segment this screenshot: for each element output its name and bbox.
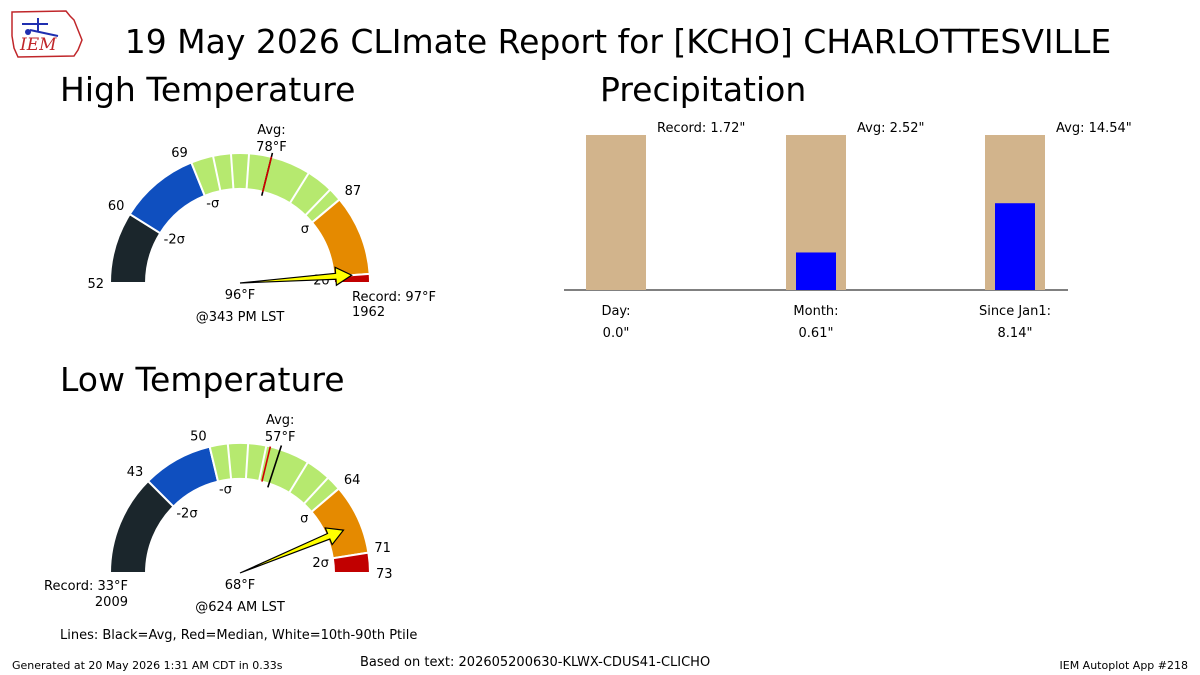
average-value-label: 78°F: [256, 140, 287, 155]
precipitation-title: Precipitation: [600, 70, 807, 109]
sigma-label-1: -σ: [206, 197, 219, 212]
observed-time: @624 AM LST: [195, 600, 285, 615]
observed-arrow: [239, 266, 353, 287]
percentile-line-2: [258, 445, 268, 482]
category-value-2: 8.14": [998, 326, 1033, 341]
category-value-1: 0.61": [799, 326, 834, 341]
legend-note: Lines: Black=Avg, Red=Median, White=10th…: [60, 628, 418, 643]
percentile-line-2: [245, 153, 251, 190]
percentile-line-0: [226, 443, 233, 480]
observed-value: 96°F: [225, 288, 256, 303]
sigma-label-1: -σ: [219, 482, 232, 497]
sigma-label-3: 2σ: [312, 556, 329, 571]
reference-bar-0: [586, 135, 646, 290]
category-label-2: Since Jan1:: [979, 304, 1051, 319]
average-label: Avg:: [257, 123, 285, 138]
record-year: 2009: [95, 595, 128, 610]
iem-logo: IEM: [11, 10, 83, 58]
low-temperature-gauge: Avg: 57°F 43 50 64 71 73 -2σ -σ σ 2σ 68°F @624 AM LS…: [44, 413, 393, 615]
gauge-band-4: [331, 551, 372, 574]
category-label-0: Day:: [601, 304, 630, 319]
percentile-line-4: [304, 188, 332, 217]
tick-label-71: 71: [374, 541, 391, 556]
tick-label-60: 60: [108, 199, 125, 214]
precipitation-bar-chart: Record: 1.72" Day: 0.0" Avg: 2.52" Month: 0.6…: [564, 121, 1132, 341]
sigma-label-2: σ: [301, 222, 309, 237]
median-line: [261, 446, 272, 482]
category-label-1: Month:: [793, 304, 838, 319]
record-year: 1962: [352, 305, 385, 320]
footer-source: Based on text: 202605200630-KLWX-CDUS41-…: [360, 655, 711, 670]
footer-app: IEM Autoplot App #218: [1059, 659, 1189, 672]
tick-label-43: 43: [127, 465, 144, 480]
high-temperature-title: High Temperature: [60, 70, 356, 109]
svg-text:IEM: IEM: [19, 35, 57, 55]
observed-value: 68°F: [225, 578, 256, 593]
average-label: Avg:: [266, 413, 294, 428]
gauge-band-2: [189, 152, 341, 224]
observed-arrow: [239, 527, 345, 574]
tick-label-69: 69: [171, 146, 188, 161]
reference-label-2: Avg: 14.54": [1056, 121, 1132, 136]
percentile-line-0: [211, 155, 222, 192]
tick-label-52: 52: [87, 277, 104, 292]
average-line: [267, 445, 283, 488]
tick-label-87: 87: [345, 184, 362, 199]
observed-time: @343 PM LST: [196, 310, 285, 325]
tick-label-73: 73: [376, 567, 393, 582]
percentile-line-3: [288, 172, 310, 204]
percentile-line-4: [303, 476, 329, 505]
category-value-0: 0.0": [603, 326, 630, 341]
sigma-label-0: -2σ: [164, 232, 185, 247]
reference-label-1: Avg: 2.52": [857, 121, 925, 136]
tick-label-64: 64: [344, 473, 361, 488]
average-value-label: 57°F: [265, 430, 296, 445]
observed-bar-2: [995, 203, 1035, 290]
footer-generated: Generated at 20 May 2026 1:31 AM CDT in …: [12, 659, 283, 672]
tick-label-50: 50: [190, 430, 207, 445]
percentile-line-3: [288, 461, 309, 494]
record-label: Record: 33°F: [44, 579, 128, 594]
record-label: Record: 97°F: [352, 290, 436, 305]
page-title: 19 May 2026 CLImate Report for [KCHO] CH…: [124, 22, 1112, 61]
percentile-line-1: [244, 443, 250, 480]
sigma-label-0: -2σ: [176, 506, 197, 521]
percentile-line-1: [229, 153, 235, 190]
observed-bar-1: [796, 252, 836, 290]
reference-label-0: Record: 1.72": [657, 121, 745, 136]
low-temperature-title: Low Temperature: [60, 360, 345, 399]
median-line: [261, 156, 273, 192]
sigma-label-2: σ: [300, 512, 308, 527]
